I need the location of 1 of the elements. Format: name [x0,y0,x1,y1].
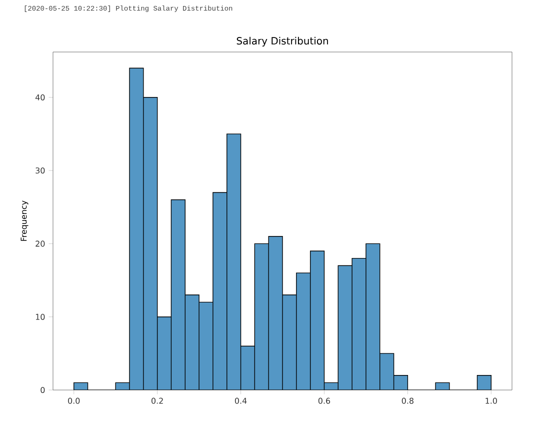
chart-title: Salary Distribution [236,36,328,47]
